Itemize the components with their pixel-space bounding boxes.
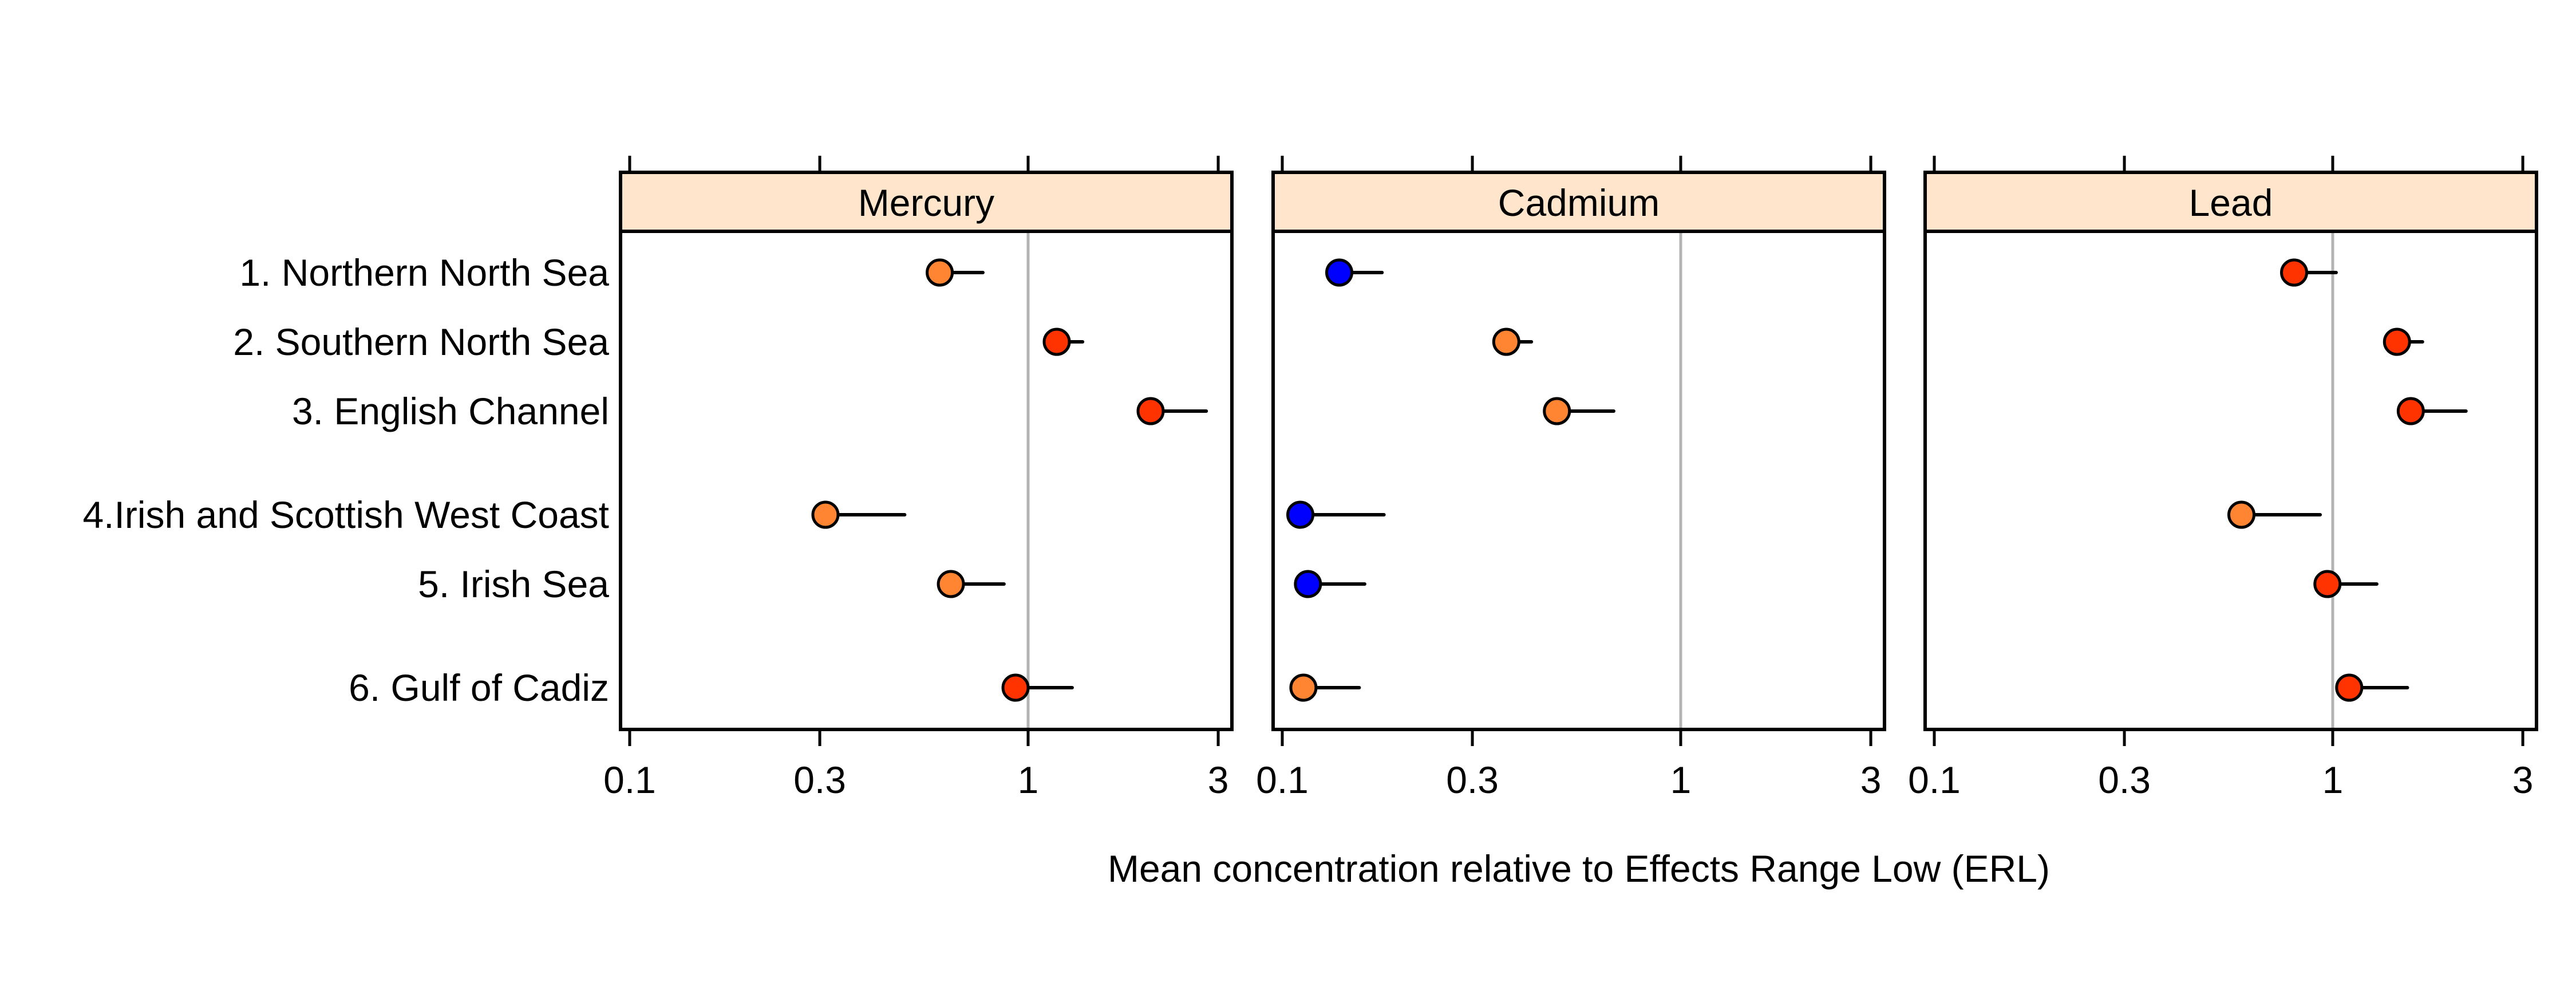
data-point	[2227, 500, 2256, 529]
data-point	[2280, 258, 2309, 287]
row-label: 1. Northern North Sea	[239, 251, 609, 294]
plot-area	[621, 231, 1232, 729]
x-tick-label: 0.1	[1256, 759, 1309, 801]
x-tick-label: 3	[2512, 759, 2534, 801]
panel-mercury: Mercury 0.1 0.3 1 3	[603, 156, 1234, 801]
data-point	[1294, 570, 1322, 598]
data-point	[1136, 397, 1165, 425]
x-tick-label: 0.3	[793, 759, 846, 801]
panel-title: Lead	[2189, 182, 2273, 224]
data-point	[2335, 673, 2364, 702]
data-point	[1325, 258, 1354, 287]
row-label: 6. Gulf of Cadiz	[349, 666, 609, 709]
row-label: 2. Southern North Sea	[233, 321, 609, 363]
data-point	[2313, 570, 2342, 598]
data-point	[1492, 328, 1520, 356]
x-tick-label: 3	[1208, 759, 1229, 801]
panels: Mercury 0.1 0.3 1 3 Cadmium 0.1 0.3 1 3 Lead 0.1 0.3…	[603, 156, 2538, 801]
plot-area	[1273, 231, 1884, 729]
data-point	[811, 500, 840, 529]
row-labels: 1. Northern North Sea 2. Southern North S…	[82, 251, 609, 709]
x-tick-label: 0.3	[2098, 759, 2151, 801]
x-axis-title: Mean concentration relative to Effects R…	[1108, 847, 2050, 890]
x-tick-label: 0.3	[1446, 759, 1499, 801]
x-tick-label: 1	[1670, 759, 1692, 801]
data-point	[926, 258, 954, 287]
x-tick-label: 1	[2322, 759, 2344, 801]
strip	[1271, 171, 1886, 233]
panel-lead: Lead 0.1 0.3 1 3	[1908, 156, 2538, 801]
data-point	[2383, 328, 2411, 356]
panel-title: Mercury	[858, 182, 994, 224]
row-label: 3. English Channel	[292, 390, 609, 432]
strip	[1923, 171, 2538, 233]
panel-title: Cadmium	[1498, 182, 1660, 224]
plot-area	[1925, 231, 2537, 729]
data-point	[1289, 673, 1318, 702]
data-point	[1042, 328, 1071, 356]
row-label: 5. Irish Sea	[418, 563, 609, 605]
data-point	[1543, 397, 1571, 425]
strip	[619, 171, 1234, 233]
data-point	[937, 570, 965, 598]
data-point	[1286, 500, 1315, 529]
x-tick-label: 0.1	[1908, 759, 1961, 801]
panel-cadmium: Cadmium 0.1 0.3 1 3	[1256, 156, 1886, 801]
x-tick-label: 3	[1860, 759, 1882, 801]
row-label: 4.Irish and Scottish West Coast	[82, 494, 609, 536]
data-point	[1001, 673, 1030, 702]
x-tick-label: 1	[1018, 759, 1039, 801]
data-point	[2396, 397, 2425, 425]
x-tick-label: 0.1	[603, 759, 656, 801]
